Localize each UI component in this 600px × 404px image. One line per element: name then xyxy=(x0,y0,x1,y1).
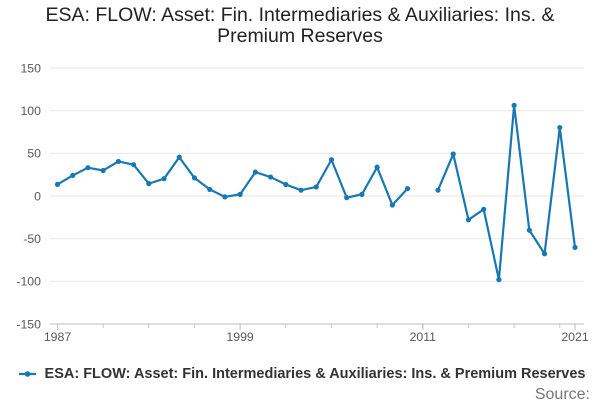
svg-text:1999: 1999 xyxy=(226,330,254,344)
svg-text:50: 50 xyxy=(27,147,41,161)
svg-text:-150: -150 xyxy=(16,317,41,331)
svg-text:-100: -100 xyxy=(16,275,41,289)
svg-text:150: 150 xyxy=(20,61,41,75)
svg-text:-50: -50 xyxy=(23,232,41,246)
svg-text:2021: 2021 xyxy=(561,330,589,344)
svg-text:2011: 2011 xyxy=(410,330,437,344)
svg-text:0: 0 xyxy=(34,189,41,203)
svg-text:1987: 1987 xyxy=(44,330,72,344)
svg-text:100: 100 xyxy=(20,104,41,118)
